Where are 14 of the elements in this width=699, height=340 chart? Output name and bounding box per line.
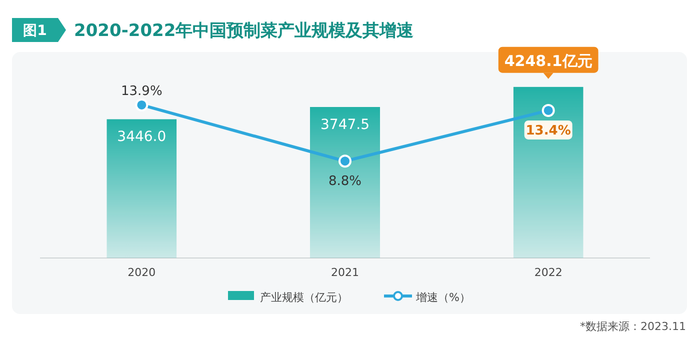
text: *数据来源：2023.11 xyxy=(580,320,686,333)
data-label: 3747.5 xyxy=(320,116,370,133)
x-tick-label: 2022 xyxy=(534,266,562,279)
data-label: 13.9% xyxy=(121,84,162,99)
chart-title: 2020-2022年中国预制菜产业规模及其增速 xyxy=(74,21,414,41)
legend-label: 产业规模（亿元） xyxy=(260,291,348,304)
chart-subtitle: 图1 xyxy=(23,23,47,39)
x-tick-label: 2021 xyxy=(331,266,359,279)
data-label: 4248.1亿元 xyxy=(504,52,592,70)
data-label: 13.4% xyxy=(526,123,571,138)
data-label: 3446.0 xyxy=(117,129,166,146)
data-label: 8.8% xyxy=(328,174,362,190)
x-tick-label: 2020 xyxy=(128,266,156,279)
legend-label: 增速（%） xyxy=(415,291,470,304)
